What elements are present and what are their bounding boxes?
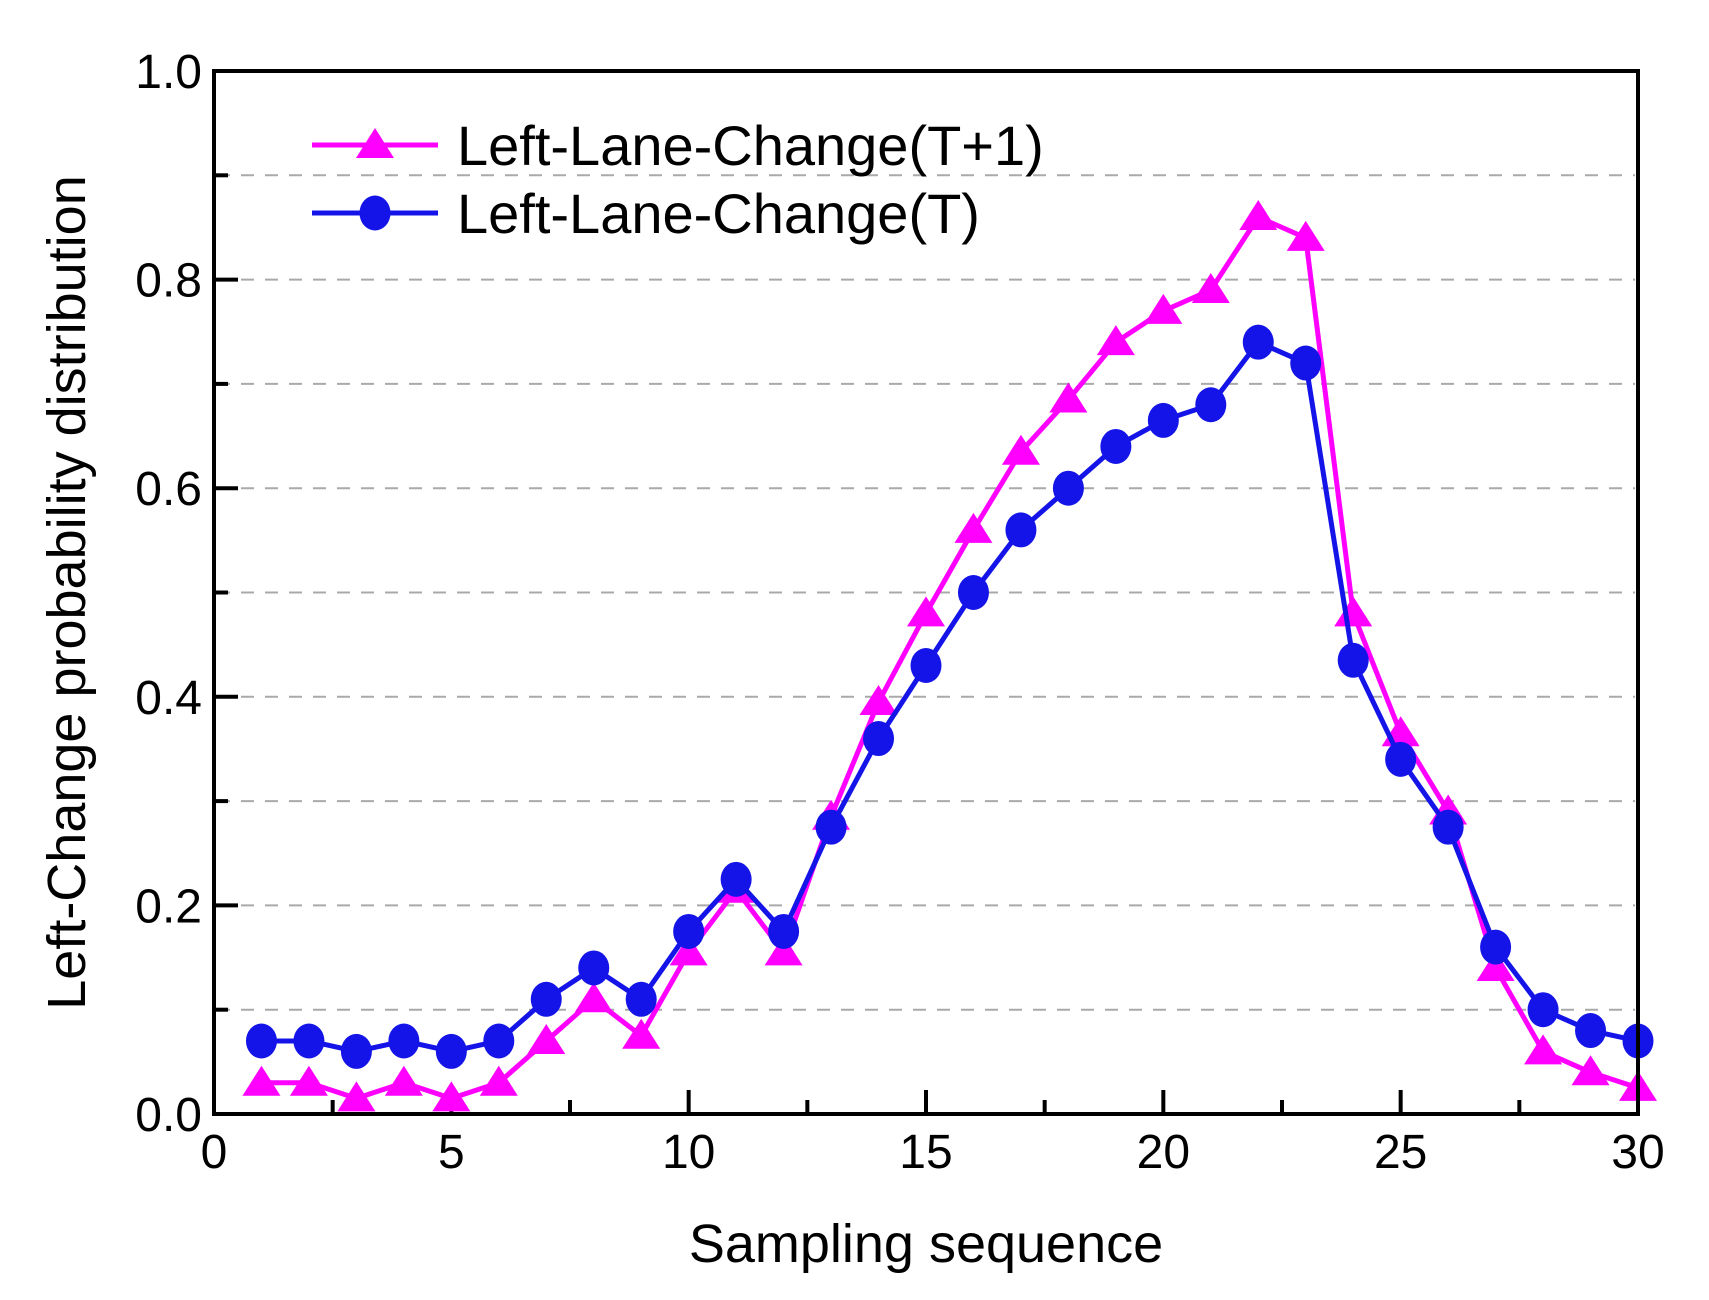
x-tick-label: 0 [201,1126,228,1179]
legend-circle-marker-icon [359,195,391,231]
data-point-marker [768,913,800,949]
y-tick-label: 0.6 [135,463,202,516]
data-point-marker [910,648,942,684]
data-point-marker [859,685,898,716]
data-point-marker [1524,1034,1563,1065]
data-point-marker [1239,200,1278,231]
legend-item: Left-Lane-Change(T) [312,182,980,245]
data-point-marker [384,1065,423,1096]
axis-ticks [216,173,1522,1112]
data-point-marker [1432,809,1464,845]
data-point-marker [954,512,993,543]
legend-label: Left-Lane-Change(T+1) [457,114,1044,177]
series-lane-change-t1 [242,200,1657,1112]
series-lane-change-t [245,324,1654,1069]
data-point-marker [293,1023,325,1059]
gridlines [217,174,1635,1011]
data-point-marker [1337,642,1369,678]
data-point-marker [1480,929,1512,965]
y-tick-label: 0.4 [135,672,202,725]
data-point-marker [815,809,847,845]
data-point-marker [479,1065,518,1096]
series-line [261,214,1639,1101]
data-point-marker [1052,470,1084,506]
y-tick-label: 0.2 [135,880,202,933]
data-point-marker [242,1065,281,1096]
data-point-marker [337,1081,376,1112]
data-point-marker [527,1023,566,1054]
data-point-marker [1575,1013,1607,1049]
data-point-marker [578,950,610,986]
data-point-marker [673,913,705,949]
data-point-marker [957,575,989,610]
data-point-marker [483,1023,515,1059]
x-axis-title: Sampling sequence [689,1214,1163,1274]
data-point-marker [1096,325,1135,356]
y-axis-title: Left-Change probability distribution [37,175,97,1010]
data-point-marker [1001,434,1040,465]
data-point-marker [764,935,803,966]
plot-frame [212,69,1640,1116]
x-tick-label: 25 [1374,1126,1427,1179]
x-tick-label: 10 [662,1126,715,1179]
data-point-marker [907,596,945,627]
legend-item: Left-Lane-Change(T+1) [312,114,1044,177]
data-point-marker [1147,402,1179,438]
data-point-marker [669,935,708,966]
x-tick-label: 30 [1611,1126,1664,1179]
data-point-marker [388,1023,420,1059]
x-tick-label: 5 [438,1126,465,1179]
data-point-marker [720,861,752,897]
data-point-marker [432,1081,471,1112]
legend-triangle-marker-icon [356,128,394,158]
data-point-marker [1527,992,1559,1028]
data-point-marker [1005,512,1037,548]
data-point-marker [245,1023,277,1059]
x-tick-labels: 0 5 10 15 20 25 30 [201,1126,1665,1179]
data-point-marker [1195,387,1227,423]
data-point-marker [574,982,613,1013]
data-point-marker [1571,1055,1610,1086]
x-tick-label: 20 [1137,1126,1190,1179]
data-point-marker [1144,293,1183,324]
x-tick-label: 15 [899,1126,952,1179]
data-point-marker [530,981,562,1017]
data-point-marker [1049,382,1088,413]
y-tick-label: 1.0 [135,46,202,99]
data-point-marker [289,1065,328,1096]
data-point-marker [863,721,895,757]
data-point-marker [1100,428,1132,464]
y-tick-labels: 0.0 0.2 0.4 0.6 0.8 1.0 [135,46,202,1142]
y-tick-label: 0.8 [135,255,202,308]
y-tick-label: 0.0 [135,1089,202,1142]
data-point-marker [1286,220,1325,251]
data-point-marker [1385,741,1417,777]
data-point-marker [1191,273,1230,304]
data-point-marker [1242,324,1274,360]
data-point-marker [1290,345,1322,381]
legend-label: Left-Lane-Change(T) [457,182,980,245]
data-point-marker [340,1033,372,1069]
data-point-marker [1334,596,1373,627]
legend: Left-Lane-Change(T+1)Left-Lane-Change(T) [312,114,1044,245]
data-point-marker [622,1018,661,1049]
data-point-marker [625,981,657,1017]
data-point-marker [1476,950,1515,981]
data-point-marker [435,1033,467,1069]
